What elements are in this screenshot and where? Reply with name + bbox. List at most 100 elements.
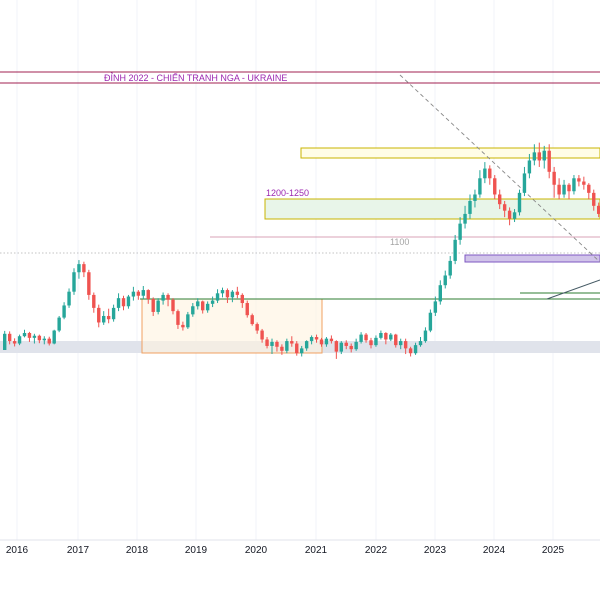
candle [126, 294, 131, 309]
level-label-1100: 1100 [390, 237, 409, 247]
candle-body [12, 341, 17, 344]
candle-body [369, 340, 373, 346]
candle [121, 295, 126, 311]
candle [483, 162, 487, 184]
candle-body [453, 239, 457, 261]
candle-body [443, 275, 447, 286]
candle [309, 335, 314, 345]
candle-body [82, 264, 86, 273]
candle [354, 338, 358, 351]
candle-body [102, 315, 106, 323]
candle-body [413, 345, 418, 354]
candle [344, 340, 348, 350]
candle-body [334, 341, 339, 352]
x-tick-label: 2020 [245, 545, 268, 556]
descending-trendline [399, 74, 600, 263]
candle [517, 189, 522, 216]
candle [542, 145, 546, 169]
candle [374, 335, 378, 347]
candle-body [47, 338, 51, 344]
candle-body [304, 341, 309, 349]
candle-body [121, 298, 126, 307]
candle [62, 302, 66, 320]
candle-body [196, 301, 200, 307]
candle [3, 330, 7, 350]
candle [196, 298, 200, 310]
candle [215, 289, 220, 304]
candle-body [161, 294, 165, 301]
candle-body [116, 298, 121, 308]
candle [225, 288, 230, 304]
candle-body [433, 301, 438, 313]
candle [275, 340, 279, 352]
candle-body [364, 334, 368, 341]
candle [552, 166, 556, 198]
candle [290, 336, 294, 347]
candle-body [176, 311, 180, 325]
candle-body [126, 296, 131, 307]
peak-label: ĐỈNH 2022 - CHIẾN TRANH NGA - UKRAINE [104, 72, 287, 83]
candle [379, 330, 383, 340]
candle [403, 338, 408, 355]
candle-body [567, 184, 571, 192]
candle-body [220, 290, 225, 294]
candle [359, 332, 363, 344]
candle-body [166, 294, 170, 300]
candle-body [111, 307, 116, 320]
candle [235, 286, 240, 299]
candle-body [295, 343, 299, 354]
candle [413, 342, 418, 355]
candle [220, 287, 225, 298]
candle [32, 333, 37, 344]
x-tick-label: 2025 [542, 545, 565, 556]
candle [240, 293, 244, 308]
candle-body [92, 294, 96, 308]
candle-body [250, 315, 254, 325]
candle-body [290, 341, 294, 344]
x-tick-label: 2018 [126, 545, 149, 556]
candle [587, 183, 591, 200]
candle-body [408, 348, 413, 354]
candle [567, 183, 571, 200]
candle [507, 207, 512, 226]
candle [260, 328, 264, 343]
candle [136, 290, 141, 300]
candle-body [141, 290, 145, 296]
candle [7, 331, 12, 345]
candle-body [77, 264, 81, 273]
candle [111, 304, 116, 322]
candle-body [517, 192, 522, 213]
candle-body [502, 204, 507, 211]
candle-body [522, 173, 527, 193]
ascending-trendline [546, 279, 600, 300]
candle [106, 308, 111, 324]
candle-body [210, 300, 215, 304]
candle-body [186, 314, 190, 328]
candle [77, 260, 81, 279]
candle [443, 270, 447, 289]
candle-body [547, 150, 551, 172]
candle-body [285, 341, 289, 351]
candle [314, 334, 319, 343]
candle [448, 256, 452, 279]
candle-body [324, 338, 329, 345]
zone-1200-1250 [264, 198, 600, 220]
candle-body [448, 260, 452, 276]
candle [42, 336, 46, 345]
candle-body [488, 168, 492, 179]
candle-body [572, 178, 576, 192]
candle-body [458, 223, 462, 240]
candle-body [394, 334, 398, 346]
candle-body [428, 312, 433, 331]
candle [433, 296, 438, 316]
candle [592, 189, 596, 211]
candle [87, 269, 91, 300]
candle [146, 289, 150, 304]
candle-body [309, 337, 314, 342]
candle-body [473, 194, 477, 201]
candle-body [52, 330, 56, 344]
x-tick-label: 2017 [67, 545, 90, 556]
candle-body [201, 301, 205, 311]
candle [131, 286, 136, 301]
candle-body [344, 342, 348, 346]
